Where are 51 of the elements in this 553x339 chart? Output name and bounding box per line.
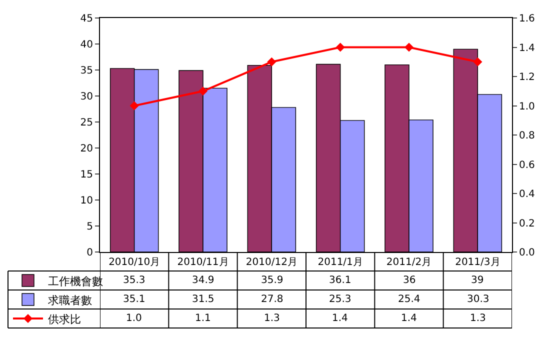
y2-tick-label: 0.6 [519, 160, 535, 171]
data-label: 1.3 [470, 313, 486, 324]
y2-tick-label: 1.4 [519, 42, 535, 54]
y-tick-label: 45 [80, 14, 93, 24]
data-label: 35.3 [123, 275, 146, 286]
y2-tick-label: 0.0 [519, 248, 535, 258]
point [267, 57, 276, 66]
y-tick-label: 0 [86, 248, 93, 258]
point [404, 42, 414, 52]
y2-tick-label: 0.4 [519, 189, 535, 200]
point [130, 101, 139, 110]
data-label: 25.3 [329, 294, 352, 305]
data-label: 1.4 [401, 313, 417, 324]
y2-tick-label: 1.0 [519, 101, 535, 112]
x-tick-label: 2011/1月 [318, 257, 363, 268]
x-tick-label: 2010/12月 [246, 257, 298, 268]
point [336, 42, 345, 52]
data-label: 39 [471, 275, 484, 286]
data-label: 25.4 [398, 294, 420, 305]
y-tick-label: 10 [80, 196, 93, 206]
y2-tick-label: 0.2 [519, 218, 535, 230]
y2-tick-label: 1.2 [519, 72, 535, 83]
point [198, 86, 208, 96]
legend-label: 供求比 [48, 312, 81, 326]
legend-label: 求職者數 [48, 294, 92, 307]
y2-tick-label: 0.8 [519, 130, 535, 142]
x-tick-label: 2010/11月 [177, 257, 229, 268]
y-tick-label: 20 [80, 144, 93, 154]
data-label: 31.5 [192, 294, 214, 305]
x-tick-label: 2011/2月 [386, 257, 432, 268]
data-label: 35.1 [123, 294, 146, 305]
data-label: 1.1 [195, 313, 211, 324]
y-tick-label: 30 [80, 92, 93, 102]
y-tick-label: 5 [86, 222, 93, 232]
data-label: 30.3 [467, 294, 490, 305]
point [473, 57, 482, 66]
data-label: 35.9 [261, 275, 284, 286]
data-label: 34.9 [192, 275, 214, 286]
y-tick-label: 40 [80, 40, 93, 50]
x-tick-label: 2011/3月 [455, 257, 500, 268]
y2-tick-label: 1.6 [519, 14, 535, 24]
data-label: 1.0 [126, 313, 142, 324]
y-tick-label: 15 [80, 170, 93, 180]
y-tick-label: 35 [80, 66, 93, 76]
y-tick-label: 25 [80, 118, 93, 128]
data-label: 36.1 [329, 275, 352, 286]
data-label: 1.3 [264, 313, 280, 324]
data-label: 36 [403, 275, 416, 286]
data-label: 27.8 [261, 294, 284, 305]
data-label: 1.4 [332, 313, 348, 324]
x-tick-label: 2010/10月 [108, 257, 160, 268]
